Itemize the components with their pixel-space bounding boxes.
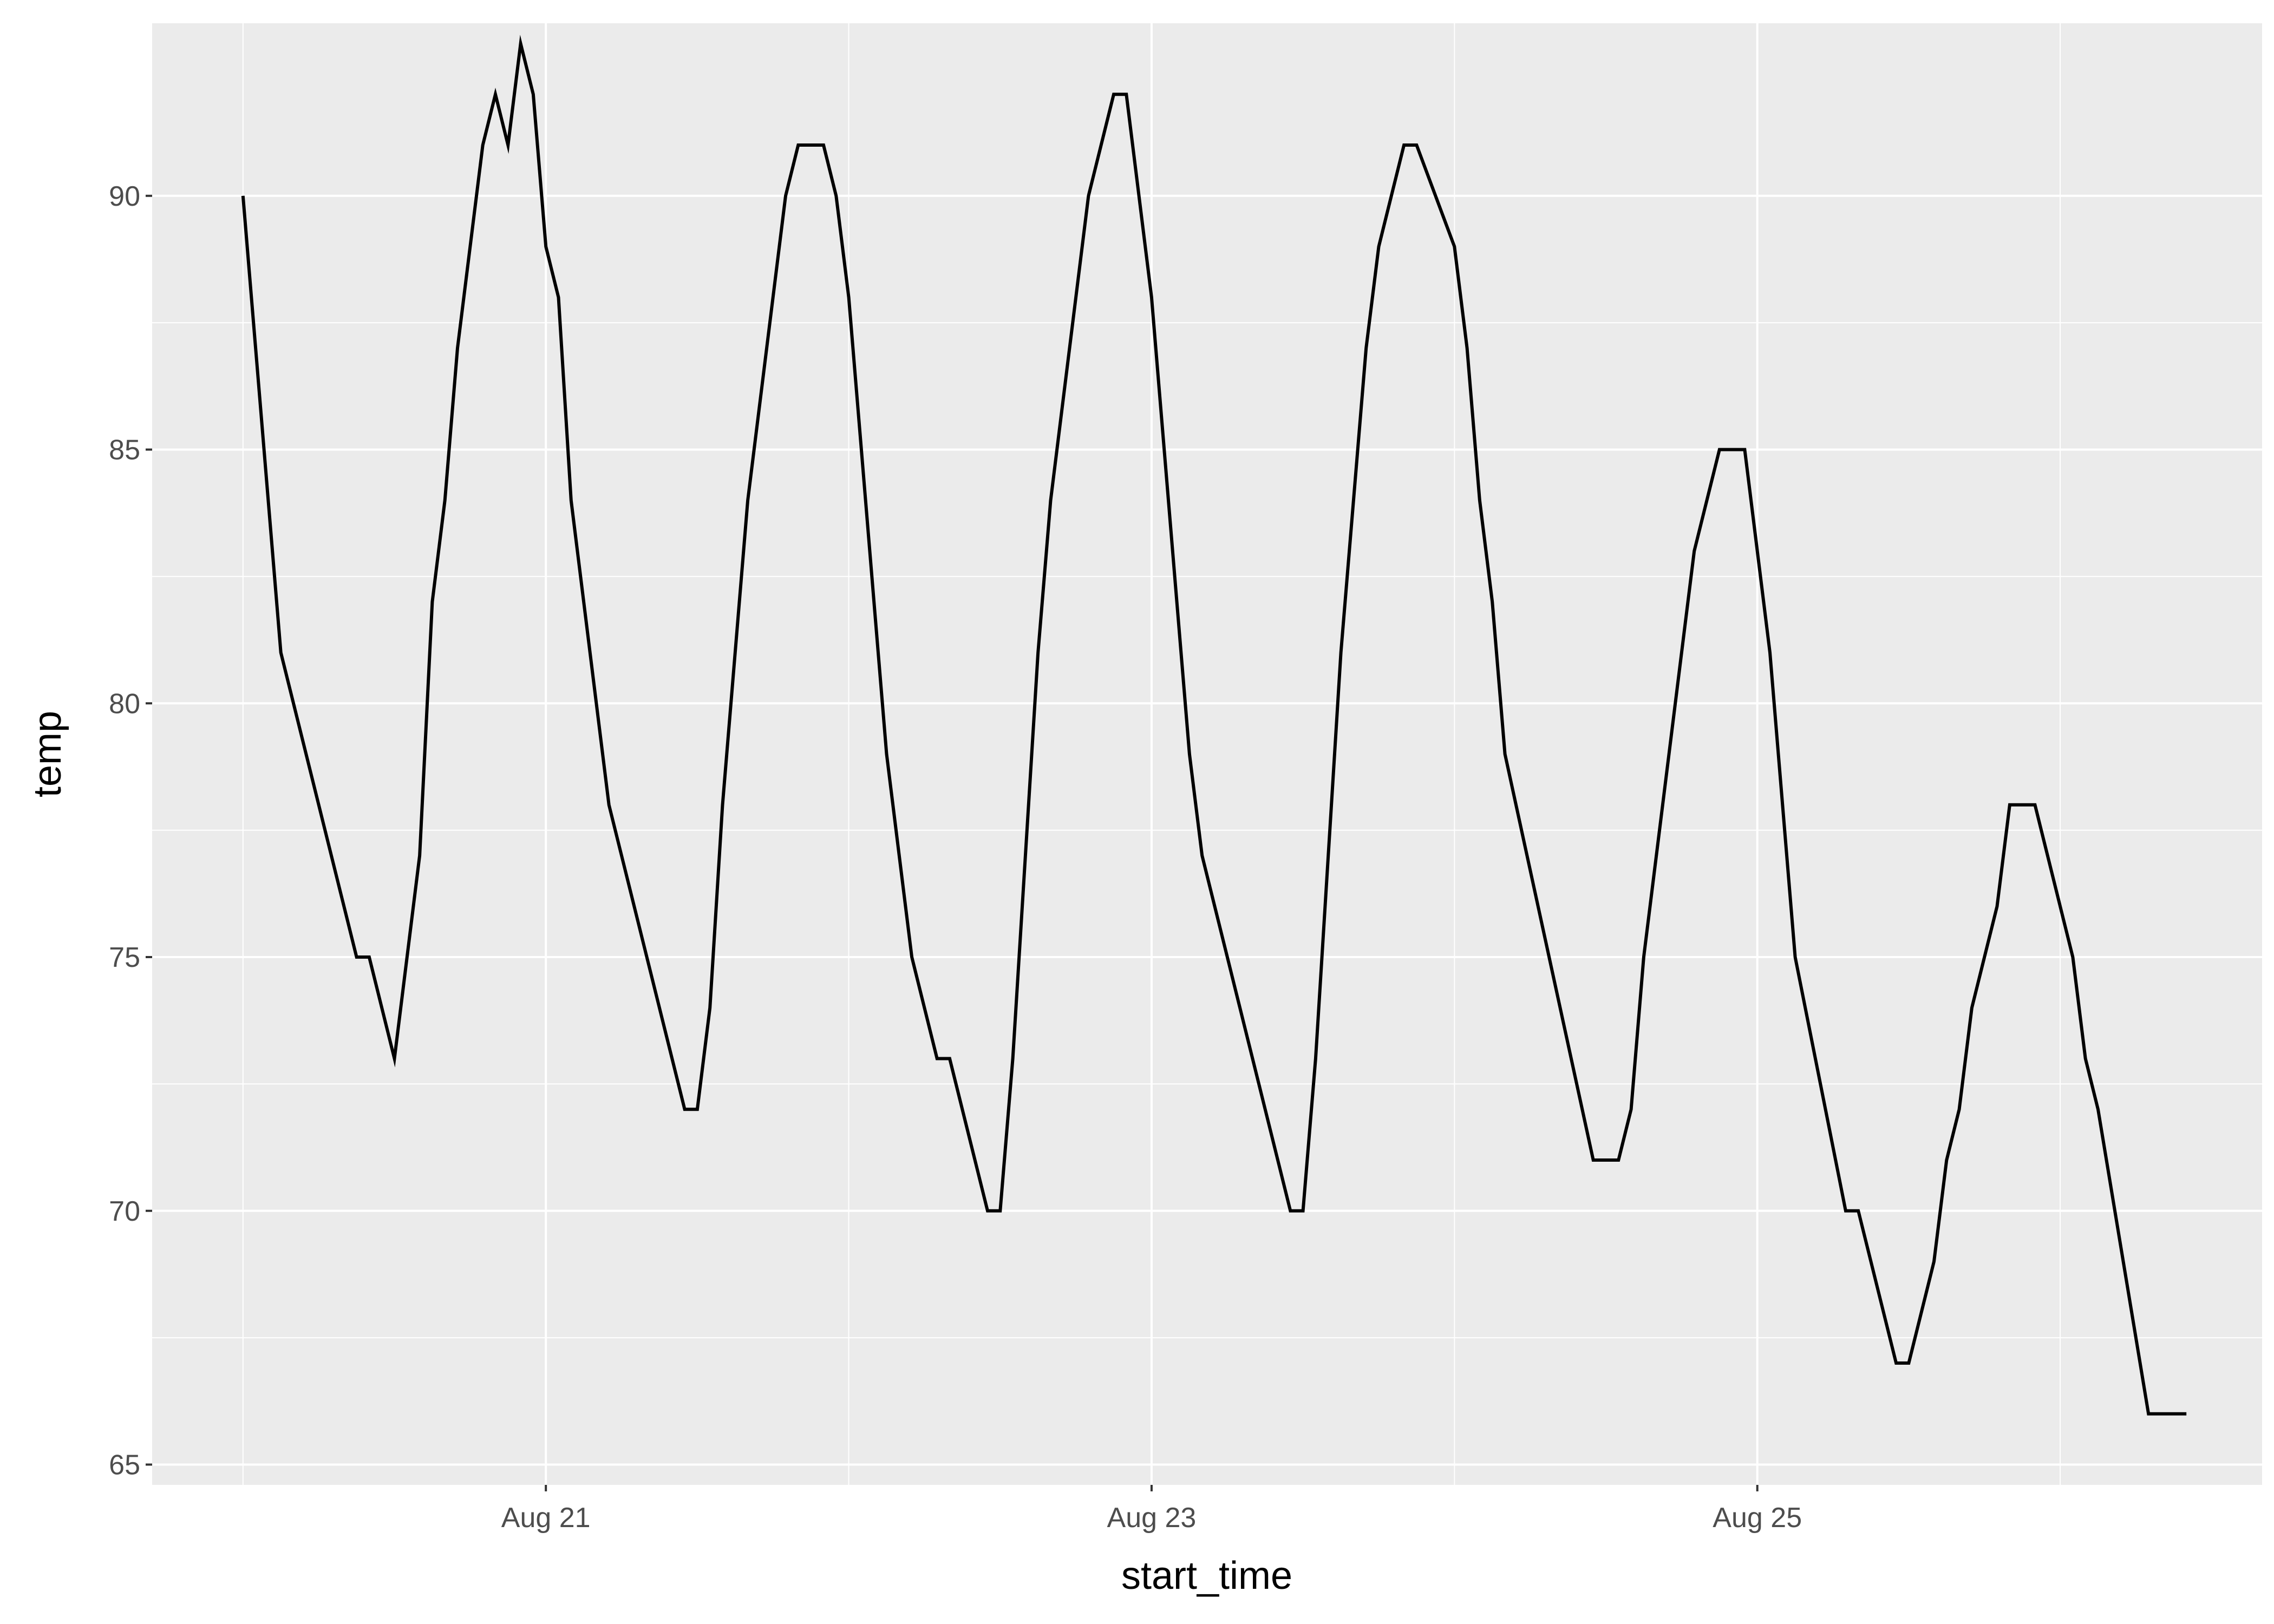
y-tick-labels: 65 70 75 80 85 90 — [109, 181, 140, 1481]
plot-panel — [152, 23, 2262, 1485]
x-tick-label: Aug 23 — [1107, 1502, 1197, 1534]
y-tick-label: 65 — [109, 1450, 140, 1481]
x-tick-label: Aug 21 — [501, 1502, 591, 1534]
series-line-temp — [241, 35, 2187, 1416]
y-tick-label: 80 — [109, 688, 140, 719]
y-tick-label: 70 — [109, 1196, 140, 1227]
series-layer — [241, 35, 2187, 1416]
x-tick-label: Aug 25 — [1713, 1502, 1802, 1534]
y-axis-title: temp — [26, 711, 69, 797]
x-axis-title: start_time — [1121, 1554, 1292, 1597]
y-tick-label: 75 — [109, 942, 140, 973]
major-gridlines — [152, 23, 2262, 1485]
y-tick-label: 85 — [109, 435, 140, 466]
y-tick-label: 90 — [109, 181, 140, 212]
x-tick-labels: Aug 21 Aug 23 Aug 25 — [501, 1502, 1802, 1534]
axis-ticks — [146, 194, 1759, 1491]
minor-gridlines — [152, 23, 2262, 1485]
